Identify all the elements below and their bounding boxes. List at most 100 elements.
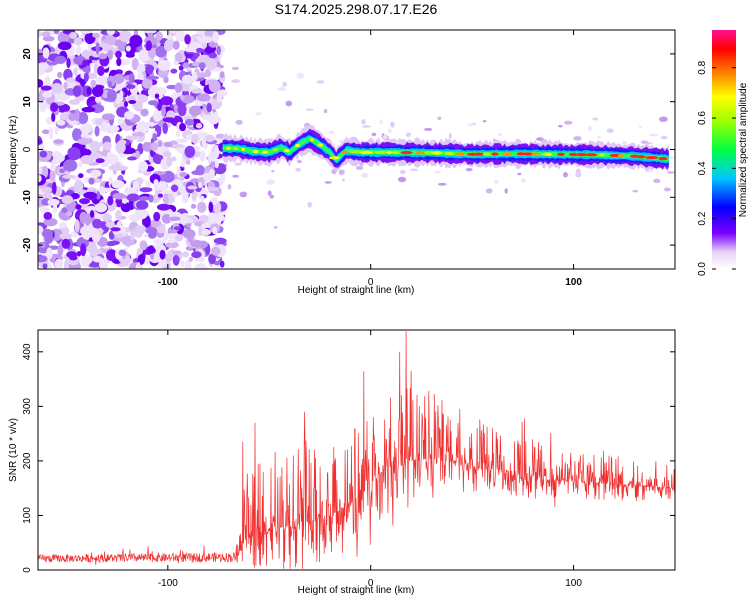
noise-speckle: [156, 203, 171, 211]
noise-speckle: [59, 222, 67, 229]
noise-speckle: [173, 226, 182, 231]
noise-speckle: [83, 72, 89, 82]
noise-speckle: [164, 39, 173, 52]
noise-speckle: [157, 102, 162, 111]
noise-speckle: [128, 100, 137, 104]
noise-speckle: [517, 172, 522, 176]
ridge-hotspot: [295, 143, 301, 148]
noise-speckle: [61, 238, 71, 249]
noise-speckle: [167, 239, 175, 244]
noise-speckle: [132, 180, 140, 191]
noise-speckle: [80, 30, 93, 34]
x-tick-label: 0: [368, 277, 374, 288]
noise-speckle: [187, 185, 198, 190]
noise-speckle: [219, 71, 225, 79]
noise-speckle: [504, 188, 508, 194]
ridge-hotspot: [599, 153, 606, 157]
noise-speckle: [179, 172, 188, 177]
ridge-hotspot: [386, 150, 393, 154]
noise-speckle: [171, 143, 185, 148]
noise-speckle: [94, 202, 108, 213]
noise-speckle: [72, 128, 81, 142]
noise-speckle: [42, 91, 52, 98]
noise-speckle: [88, 260, 102, 268]
noise-speckle: [131, 58, 139, 71]
noise-speckle: [138, 160, 149, 173]
noise-speckle: [184, 259, 192, 269]
noise-speckle: [133, 208, 148, 220]
noise-speckle: [59, 232, 72, 240]
noise-speckle: [206, 102, 212, 113]
noise-speckle: [338, 139, 343, 143]
noise-speckle: [153, 238, 166, 245]
noise-speckle: [147, 32, 153, 38]
noise-speckle: [105, 125, 120, 133]
noise-speckle: [107, 80, 113, 88]
noise-speckle: [324, 181, 332, 184]
noise-speckle: [155, 31, 163, 41]
x-tick-label: 0: [368, 578, 374, 589]
noise-speckle: [169, 30, 177, 34]
noise-speckle: [51, 112, 56, 122]
noise-speckle: [95, 158, 105, 164]
noise-speckle: [79, 198, 90, 205]
noise-speckle: [188, 105, 202, 117]
noise-speckle: [208, 79, 221, 93]
noise-speckle: [219, 260, 225, 268]
ridge-hotspot: [261, 150, 268, 154]
noise-speckle: [66, 57, 71, 69]
noise-speckle: [40, 85, 52, 91]
noise-speckle: [92, 32, 101, 38]
noise-speckle: [231, 79, 240, 83]
noise-speckle: [90, 79, 97, 88]
noise-speckle: [182, 217, 194, 224]
ridge-hotspot: [349, 150, 364, 154]
noise-speckle: [125, 52, 135, 58]
ridge-hotspot: [482, 152, 491, 156]
noise-speckle: [212, 226, 218, 235]
noise-speckle: [57, 71, 63, 79]
noise-speckle: [129, 73, 135, 84]
noise-speckle: [152, 133, 158, 141]
noise-speckle: [135, 227, 142, 238]
noise-speckle: [148, 194, 154, 203]
noise-speckle: [98, 53, 108, 60]
ridge-hotspot: [491, 152, 499, 156]
x-tick-label: 100: [565, 277, 582, 288]
noise-speckle: [38, 174, 42, 183]
noise-speckle: [208, 169, 215, 180]
noise-speckle: [239, 191, 248, 198]
noise-speckle: [91, 230, 101, 243]
noise-speckle: [49, 169, 56, 181]
noise-speckle: [107, 89, 117, 102]
noise-speckle: [52, 150, 61, 157]
noise-speckle: [74, 108, 80, 122]
noise-speckle: [148, 47, 156, 59]
noise-speckle: [184, 145, 196, 158]
noise-speckle: [110, 227, 121, 232]
noise-speckle: [424, 127, 433, 131]
noise-speckle: [397, 176, 407, 183]
noise-speckle: [467, 123, 474, 127]
noise-speckle: [405, 132, 411, 138]
noise-speckle: [145, 40, 152, 51]
noise-speckle: [191, 189, 197, 201]
ridge-hotspot: [340, 150, 348, 154]
noise-speckle: [66, 251, 78, 259]
ridge-hotspot: [374, 150, 387, 154]
noise-speckle: [54, 126, 59, 135]
colorbar-label: Normalized spectral amplitude: [738, 82, 749, 217]
noise-speckle: [191, 133, 199, 144]
spectrogram-image: [38, 30, 675, 269]
noise-speckle: [184, 34, 191, 45]
noise-speckle: [266, 179, 275, 185]
noise-speckle: [63, 81, 68, 91]
noise-speckle: [621, 141, 628, 145]
noise-speckle: [122, 197, 128, 204]
noise-speckle: [131, 132, 146, 137]
noise-speckle: [179, 123, 187, 132]
noise-speckle: [73, 67, 78, 76]
noise-speckle: [156, 225, 166, 234]
noise-speckle: [437, 182, 447, 186]
